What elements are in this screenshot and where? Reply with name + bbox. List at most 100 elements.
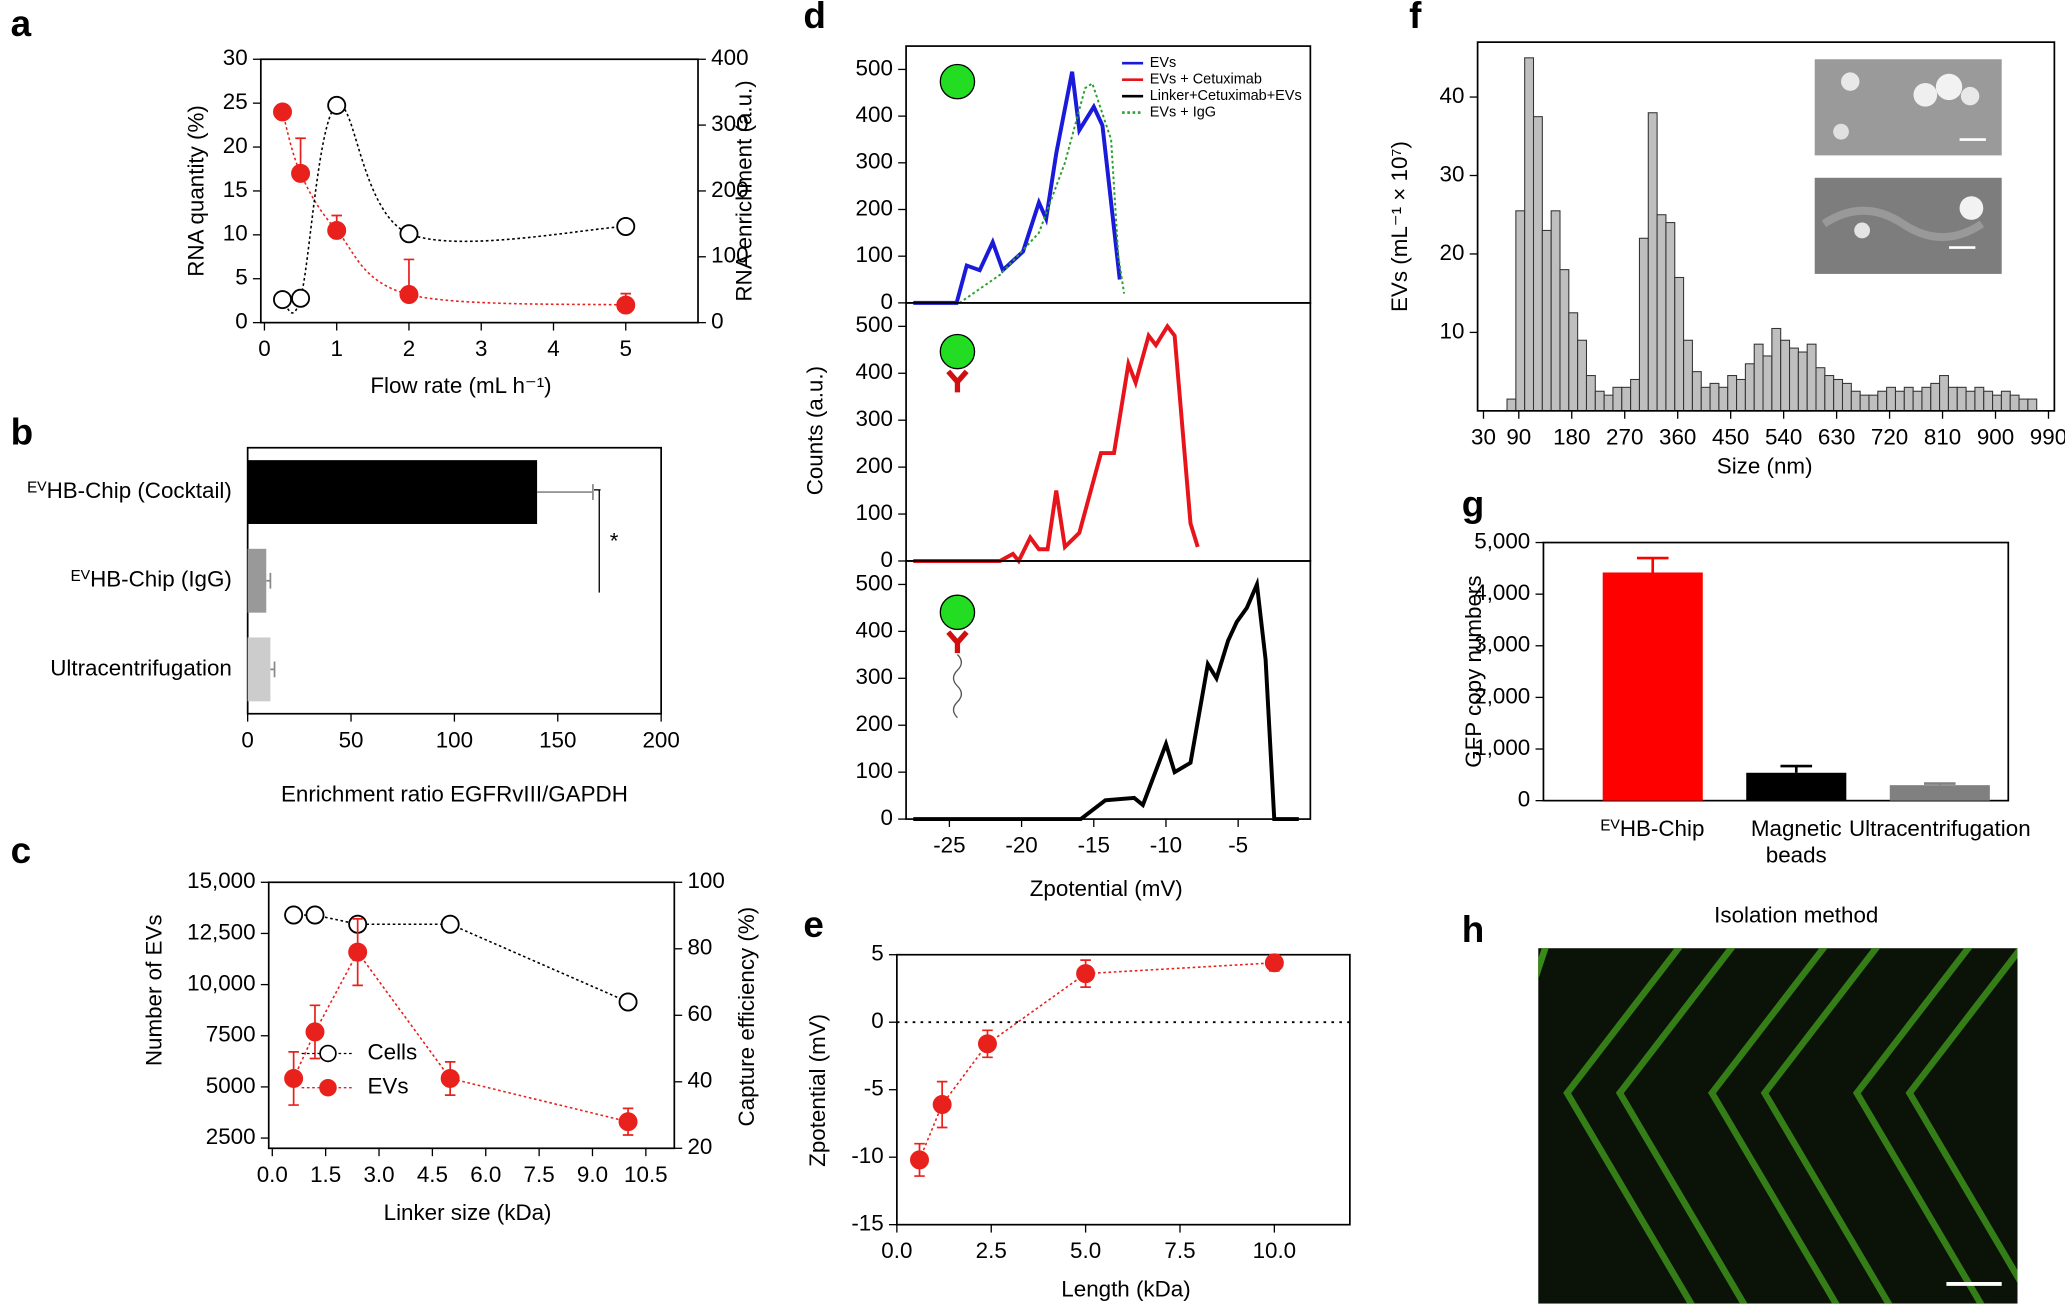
category-label-box: ᴱⱽHB-Chip: [1601, 816, 1704, 841]
x-axis-label: Zpotential (mV): [1030, 876, 1183, 901]
histogram-bar: [1515, 210, 1526, 412]
y-tick-label: 20: [223, 133, 248, 158]
sem-insets: [1814, 59, 2002, 274]
histogram-bar: [1647, 112, 1658, 412]
x-tick-label: 810: [1924, 424, 1961, 449]
x-axis-label: Isolation method: [1714, 902, 1878, 927]
x-tick-label: 270: [1606, 424, 1643, 449]
fluorescence-image: [1538, 948, 2018, 1304]
y-tick-label: 500: [856, 570, 893, 595]
legend-marker: [319, 1078, 337, 1097]
x-tick-label: -15: [1078, 833, 1110, 858]
histogram-bar: [1797, 351, 1808, 412]
x-tick-label: 2: [403, 336, 415, 361]
error-bar: [1780, 764, 1813, 773]
y2-tick-label: 400: [711, 45, 748, 70]
category-label-box: Magnetic beads: [1751, 816, 1842, 867]
series-line: [913, 71, 1122, 305]
bar: [1889, 785, 1990, 801]
histogram-bar: [1744, 363, 1755, 412]
histogram-bar: [1762, 355, 1773, 412]
legend-label: EVs + IgG: [1150, 104, 1216, 120]
category-label-box: Ultracentrifugation: [1848, 816, 2031, 842]
legend-label: EVs: [1150, 55, 1177, 71]
x-tick-label: -20: [1005, 833, 1037, 858]
x-tick-label: 10.5: [624, 1162, 668, 1187]
y-tick-label: 0: [1518, 787, 1530, 812]
legend-label: Linker+Cetuximab+EVs: [1150, 88, 1302, 104]
x-tick-label: 6.0: [470, 1162, 501, 1187]
category-label: Ultracentrifugation: [1848, 816, 2031, 842]
data-point: [305, 1022, 325, 1042]
data-point: [291, 163, 311, 183]
y2-tick-label: 0: [711, 309, 723, 334]
y-tick-label: 10,000: [187, 971, 255, 996]
histogram-bar: [1983, 390, 1994, 412]
bar: [1746, 772, 1847, 801]
panel-letter: b: [11, 411, 34, 452]
data-point: [618, 992, 638, 1012]
x-tick-label: 150: [539, 727, 576, 752]
y-tick-label: 2,000: [1474, 683, 1530, 708]
data-point: [327, 95, 347, 115]
data-point: [284, 1068, 304, 1088]
histogram-bar: [1806, 343, 1817, 412]
series-line: [958, 81, 1126, 304]
x-tick-label: 5.0: [1070, 1238, 1101, 1263]
series-line: [913, 322, 1200, 565]
y-tick-label: 5: [871, 941, 883, 966]
x-tick-label: 4.5: [417, 1162, 448, 1187]
x-tick-label: 4: [547, 336, 559, 361]
data-point: [616, 295, 636, 315]
x-tick-label: 50: [339, 727, 364, 752]
y-tick-label: 300: [856, 149, 893, 174]
y-axis-label: Counts (a.u.): [802, 366, 827, 495]
x-tick-label: 0.0: [257, 1162, 288, 1187]
histogram-bar: [1841, 382, 1852, 412]
data-point: [327, 220, 347, 240]
y-tick-label: 200: [856, 453, 893, 478]
histogram-bar: [1859, 394, 1870, 412]
histogram-bar: [1974, 386, 1985, 412]
y-tick-label: 400: [856, 359, 893, 384]
histogram-bar: [1559, 269, 1570, 412]
histogram-bar: [1736, 378, 1746, 412]
panel-letter: d: [803, 0, 826, 36]
y-tick-label: 15: [223, 177, 248, 202]
histogram-bar: [2000, 390, 2011, 412]
x-tick-label: 900: [1977, 424, 2014, 449]
y-axis-label: Zpotential (mV): [805, 1014, 830, 1167]
series-line: [292, 950, 629, 1123]
histogram-bar: [1947, 386, 1958, 412]
y-tick-label: 100: [856, 500, 893, 525]
x-tick-label: 720: [1871, 424, 1908, 449]
plot-frame: [259, 58, 699, 324]
y-tick-label: 30: [1440, 161, 1465, 186]
histogram-bar: [1577, 339, 1588, 412]
histogram-bar: [1568, 312, 1579, 412]
histogram-bar: [2009, 394, 2020, 412]
y2-tick-label: 300: [711, 111, 748, 136]
plot-frame: [905, 560, 1312, 820]
y-tick-label: 300: [856, 406, 893, 431]
data-point: [440, 914, 460, 934]
data-point: [932, 1095, 952, 1115]
bar: [1602, 572, 1703, 801]
error-bar: [270, 661, 276, 678]
histogram-bar: [1780, 339, 1791, 412]
y-tick-label: 1,000: [1474, 735, 1530, 760]
histogram-bar: [1665, 222, 1676, 412]
y-tick-label: -15: [851, 1211, 883, 1236]
data-point: [399, 224, 419, 244]
y2-tick-label: 200: [711, 177, 748, 202]
x-tick-label: 100: [436, 727, 473, 752]
histogram-bar: [1524, 57, 1535, 412]
series-line: [281, 111, 626, 306]
data-point: [977, 1034, 997, 1054]
y-tick-label: 0: [880, 547, 892, 572]
panel-letter: c: [11, 830, 32, 871]
y2-tick-label: 100: [687, 868, 724, 893]
histogram-bar: [1886, 386, 1896, 412]
